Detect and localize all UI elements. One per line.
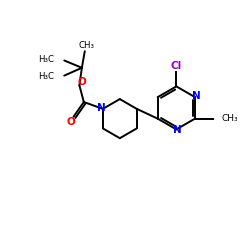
Text: N: N	[174, 126, 182, 136]
Text: H₃C: H₃C	[38, 55, 54, 64]
Text: H₃C: H₃C	[38, 72, 54, 81]
Text: O: O	[78, 77, 86, 87]
Text: N: N	[192, 91, 201, 101]
Text: Cl: Cl	[171, 61, 182, 71]
Text: O: O	[66, 117, 75, 127]
Text: CH₃: CH₃	[222, 114, 238, 123]
Text: CH₃: CH₃	[78, 41, 94, 50]
Text: N: N	[97, 103, 106, 113]
